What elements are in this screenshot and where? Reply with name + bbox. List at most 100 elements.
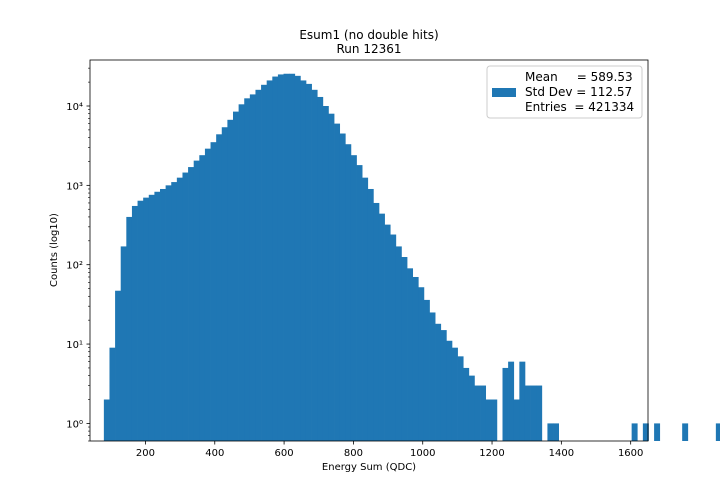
- histogram-bar: [435, 323, 442, 441]
- histogram-bar: [384, 224, 391, 441]
- legend-box: [486, 65, 643, 119]
- x-tick-label: 1000: [410, 448, 435, 459]
- histogram-bar: [289, 73, 296, 441]
- legend-entries: Entries = 421334: [525, 100, 634, 114]
- histogram-bar: [468, 375, 475, 441]
- histogram-bar: [407, 268, 414, 441]
- histogram-bar: [345, 144, 352, 441]
- histogram-bar: [244, 98, 251, 441]
- x-tick-label: 600: [275, 448, 294, 459]
- histogram-bar: [322, 106, 329, 441]
- histogram-bar: [446, 340, 453, 441]
- histogram-bar: [631, 423, 638, 441]
- histogram-bar: [233, 111, 239, 442]
- histogram-bar: [513, 399, 520, 441]
- histogram-bar: [176, 177, 183, 441]
- histogram-bar: [126, 216, 133, 441]
- x-axis-ticks: 200 400 600 800 1000 1200 1400 1600: [136, 441, 643, 459]
- histogram-bar: [204, 148, 211, 441]
- chart-subtitle: Run 12361: [337, 42, 402, 56]
- histogram-bar: [451, 347, 458, 441]
- histogram-bar: [350, 155, 357, 441]
- histogram-bar: [120, 246, 127, 441]
- histogram-bar: [356, 165, 363, 441]
- histogram-bar: [378, 213, 385, 441]
- histogram-bar: [272, 76, 279, 441]
- histogram-bar: [199, 155, 206, 441]
- y-axis-ticks: 10⁰ 10¹ 10² 10³ 10⁴: [66, 67, 90, 442]
- histogram-bar: [491, 399, 498, 441]
- legend-mean: Mean = 589.53: [525, 70, 633, 84]
- histogram-bar: [154, 191, 161, 441]
- histogram-bar: [103, 399, 110, 441]
- histogram-bar: [530, 385, 537, 441]
- histogram-bar: [401, 257, 408, 441]
- histogram-bar: [255, 89, 262, 441]
- histogram-bar: [524, 385, 531, 441]
- histogram-bars: [103, 73, 720, 442]
- histogram-bar: [682, 423, 689, 441]
- x-tick-label: 400: [205, 448, 224, 459]
- histogram-bar: [305, 83, 312, 441]
- histogram-bar: [317, 96, 324, 442]
- histogram-bar: [266, 80, 273, 441]
- histogram-bar: [294, 75, 301, 441]
- histogram-bar: [553, 423, 559, 441]
- plot-frame: [89, 59, 649, 442]
- histogram-bar: [188, 167, 195, 441]
- histogram-bar: [277, 74, 284, 442]
- histogram-bar: [249, 94, 256, 441]
- histogram-bar: [283, 73, 290, 441]
- x-tick-label: 1600: [618, 448, 643, 459]
- y-tick-label: 10⁰: [66, 419, 83, 430]
- x-axis-label: Energy Sum (QDC): [322, 462, 416, 473]
- histogram-bar: [339, 133, 346, 441]
- legend-std-dev: Std Dev = 112.57: [525, 85, 632, 99]
- histogram-bar: [143, 197, 150, 441]
- histogram-bar: [536, 385, 543, 441]
- histogram-bar: [412, 276, 419, 441]
- histogram-bar: [362, 177, 369, 441]
- histogram-bar: [210, 142, 217, 441]
- histogram-bar: [373, 202, 380, 441]
- legend-swatch: [492, 88, 516, 97]
- histogram-bar: [474, 385, 481, 441]
- y-tick-label: 10⁴: [66, 102, 83, 113]
- x-tick-label: 1400: [549, 448, 574, 459]
- histogram-bar: [148, 194, 155, 441]
- histogram-bar: [395, 246, 402, 441]
- histogram-bar: [423, 299, 430, 441]
- histogram-bar: [109, 347, 116, 441]
- histogram-bar: [216, 134, 223, 442]
- histogram-bar: [502, 367, 509, 441]
- histogram-bar: [547, 423, 554, 441]
- histogram-bar: [115, 290, 122, 441]
- histogram-bar: [367, 188, 374, 441]
- histogram-bar: [480, 385, 487, 441]
- histogram-bar: [519, 361, 526, 441]
- histogram-bar: [457, 356, 464, 441]
- x-tick-label: 200: [136, 448, 155, 459]
- y-axis-label: Counts (log10): [49, 213, 60, 287]
- histogram-bar: [221, 127, 228, 442]
- histogram-bar: [328, 113, 335, 441]
- x-tick-label: 800: [344, 448, 363, 459]
- chart-title: Esum1 (no double hits): [299, 28, 438, 42]
- y-tick-label: 10¹: [66, 340, 83, 351]
- histogram-bar: [137, 200, 144, 441]
- histogram-bar: [227, 119, 234, 441]
- histogram-bar: [238, 104, 245, 441]
- histogram-bar: [334, 123, 341, 442]
- histogram-bar: [182, 172, 189, 442]
- histogram-bar: [160, 188, 166, 441]
- histogram-bar: [654, 423, 661, 441]
- histogram-bar: [165, 185, 172, 441]
- histogram-bar: [715, 423, 720, 441]
- histogram-bar: [261, 84, 268, 441]
- histogram-bar: [171, 182, 178, 441]
- histogram-bar: [193, 160, 200, 441]
- histogram-bar: [429, 312, 436, 441]
- legend: Mean = 589.53 Std Dev = 112.57 Entries =…: [486, 65, 643, 119]
- histogram-bar: [508, 361, 515, 441]
